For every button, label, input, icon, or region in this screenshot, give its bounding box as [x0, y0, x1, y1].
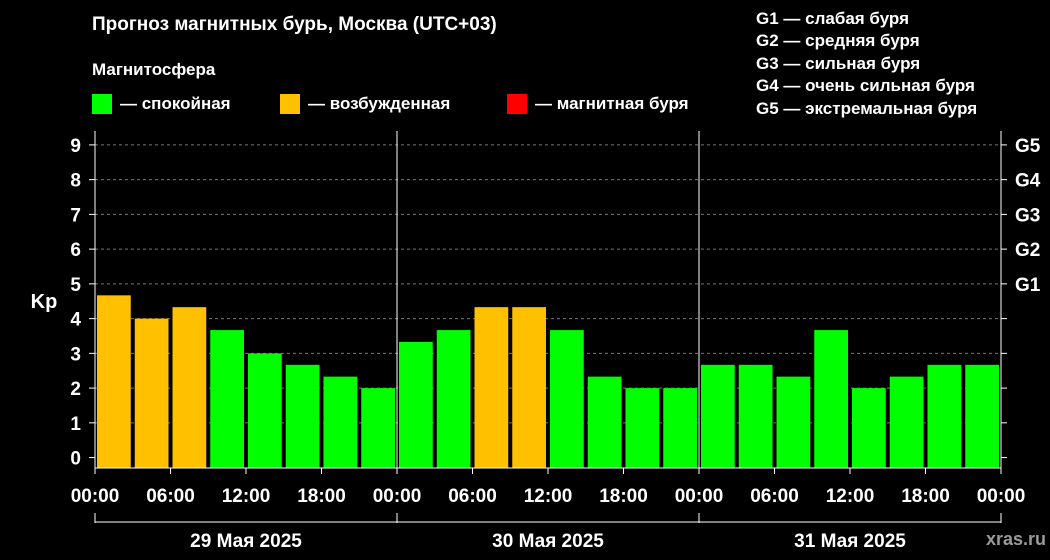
y-tick-label: 5 — [70, 275, 81, 296]
kp-bar — [625, 388, 660, 468]
x-tick-label: 12:00 — [222, 486, 271, 507]
y-tick-label: 4 — [70, 310, 81, 331]
storm-scale-legend: G1 — слабая буря G2 — средняя буря G3 — … — [756, 8, 977, 120]
x-tick-label: 06:00 — [146, 486, 195, 507]
storm-scale-g3: G3 — сильная буря — [756, 53, 921, 73]
storm-scale-g4: G4 — очень сильная буря — [756, 76, 975, 96]
kp-bar — [550, 330, 584, 468]
legend-item-excited: — возбужденная — [280, 94, 450, 114]
kp-bar — [512, 307, 546, 468]
kp-bar — [361, 388, 395, 468]
y-tick-label: 3 — [70, 344, 81, 365]
y-tick-label: 6 — [70, 240, 81, 261]
y-tick-label: 7 — [70, 205, 81, 226]
kp-bar — [965, 364, 999, 468]
legend-label-quiet: — спокойная — [120, 94, 231, 113]
kp-bar — [399, 341, 433, 468]
kp-bar — [323, 376, 358, 468]
storm-scale-g1: G1 — слабая буря — [756, 9, 910, 28]
storm-level-label: G1 — [1015, 275, 1041, 296]
x-tick-label: 12:00 — [826, 486, 875, 507]
day-label: 31 Мая 2025 — [794, 531, 906, 552]
kp-bar — [210, 330, 244, 468]
kp-bar — [436, 330, 471, 468]
x-tick-label: 18:00 — [901, 486, 950, 507]
kp-bar — [889, 376, 924, 468]
x-tick-label: 00:00 — [675, 486, 724, 507]
y-tick-label: 0 — [70, 449, 81, 470]
x-tick-label: 18:00 — [599, 486, 648, 507]
kp-bar — [474, 307, 509, 468]
legend-swatch-quiet — [92, 94, 112, 114]
day-label: 30 Мая 2025 — [492, 531, 604, 552]
kp-bar — [134, 318, 169, 468]
kp-bar — [738, 364, 773, 468]
legend-title: Магнитосфера — [92, 60, 216, 79]
kp-bar — [852, 388, 886, 468]
legend-swatch-excited — [280, 94, 300, 114]
storm-scale-g5: G5 — экстремальная буря — [756, 98, 978, 118]
kp-bar — [776, 376, 811, 468]
kp-bar — [97, 295, 131, 468]
storm-level-label: G5 — [1015, 136, 1041, 157]
storm-level-label: G3 — [1015, 205, 1040, 226]
storm-scale-g2: G2 — средняя буря — [756, 31, 920, 51]
kp-bar — [663, 388, 697, 468]
x-tick-label: 00:00 — [373, 486, 422, 507]
kp-bar — [172, 307, 207, 468]
x-tick-label: 12:00 — [524, 486, 573, 507]
legend-label-storm: — магнитная буря — [535, 94, 689, 113]
y-tick-label: 8 — [70, 171, 81, 192]
y-axis-label: Kp — [31, 291, 58, 313]
y-tick-label: 9 — [70, 136, 81, 157]
storm-level-label: G2 — [1015, 240, 1040, 261]
day-label: 29 Мая 2025 — [190, 531, 302, 552]
watermark: xras.ru — [985, 529, 1046, 549]
x-tick-label: 00:00 — [71, 486, 120, 507]
chart-title: Прогноз магнитных бурь, Москва (UTC+03) — [92, 14, 497, 35]
storm-level-label: G4 — [1015, 171, 1041, 192]
x-tick-label: 00:00 — [977, 486, 1026, 507]
x-tick-label: 06:00 — [750, 486, 799, 507]
legend-label-excited: — возбужденная — [308, 94, 451, 113]
kp-bar — [927, 364, 962, 468]
y-tick-label: 1 — [70, 414, 81, 435]
kp-bar — [701, 364, 735, 468]
kp-bar — [248, 353, 282, 468]
legend-swatch-storm — [507, 94, 527, 114]
x-tick-label: 06:00 — [448, 486, 497, 507]
kp-bar — [587, 376, 622, 468]
y-tick-label: 2 — [70, 379, 81, 400]
x-tick-label: 18:00 — [297, 486, 346, 507]
legend-item-storm: — магнитная буря — [507, 94, 689, 114]
kp-bar — [285, 364, 320, 468]
kp-bar — [814, 330, 848, 468]
legend-item-quiet: — спокойная — [92, 94, 231, 114]
